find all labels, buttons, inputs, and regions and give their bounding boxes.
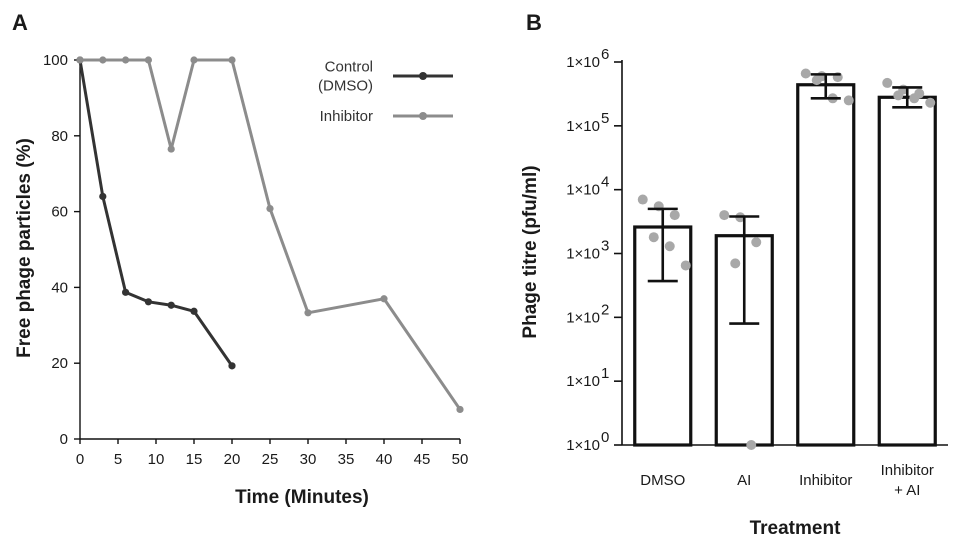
panel-a-legend-swatch-point	[419, 112, 427, 120]
panel-b-data-point	[751, 237, 762, 248]
panel-a-x-tick-label: 20	[224, 451, 241, 468]
panel-b-y-axis-title: Phage titre (pfu/ml)	[520, 165, 541, 338]
panel-b-data-point	[664, 241, 675, 252]
panel-a-series-1-point	[144, 298, 152, 306]
panel-a-legend-label: Control	[325, 59, 373, 76]
panel-b-data-point	[800, 68, 811, 79]
panel-a-series-2-point	[76, 56, 84, 64]
panel-a-y-tick-label: 60	[51, 204, 68, 221]
panel-a-series-1-point	[167, 301, 175, 309]
panel-a-line-chart: A 0 20 40 60 80 100 0 5 10 15 20 25 30 35 40 45 50 Contr…	[12, 10, 468, 508]
panel-a-x-tick-label: 50	[452, 451, 469, 468]
panel-a-x-tick-label: 45	[414, 451, 431, 468]
panel-a-series-2-point	[228, 56, 236, 64]
panel-b-category-label: AI	[737, 472, 751, 489]
panel-a-series-line-2	[80, 58, 462, 411]
panel-a-x-tick-label: 25	[262, 451, 279, 468]
panel-b-data-point	[637, 194, 648, 205]
panel-b-y-tick-exponent: 0	[601, 429, 609, 446]
panel-a-series-2-point	[122, 56, 130, 64]
panel-b-data-point	[730, 258, 741, 269]
panel-b-data-point	[680, 260, 691, 271]
panel-b-category-label: Inhibitor	[799, 472, 852, 489]
panel-b-y-tick-label: 1×10	[566, 118, 600, 135]
panel-a-series-1-point	[228, 362, 236, 370]
panel-a-series-1-point	[122, 288, 130, 296]
panel-b-y-tick-label: 1×10	[566, 246, 600, 263]
panel-a-y-tick-label: 0	[60, 431, 68, 448]
panel-a-series-2-point	[144, 56, 152, 64]
panel-b-data-point	[746, 440, 757, 450]
panel-a-x-tick-label: 15	[186, 451, 203, 468]
panel-b-data-point	[909, 93, 920, 104]
panel-a-series-1-point	[99, 192, 107, 201]
panel-a-series-2-point	[266, 204, 274, 213]
panel-b-data-point	[925, 97, 936, 108]
panel-label-a: A	[12, 10, 28, 35]
panel-a-x-tick-label: 10	[148, 451, 165, 468]
panel-b-data-point	[843, 95, 854, 106]
panel-a-y-tick-label: 40	[51, 279, 68, 296]
panel-b-y-tick-label: 1×10	[566, 373, 600, 390]
panel-a-series-line-1	[78, 59, 234, 367]
panel-b-y-tick-exponent: 2	[601, 301, 609, 318]
panel-a-series-2-point	[99, 56, 107, 64]
panel-b-data-point	[648, 232, 659, 243]
panel-a-y-tick-label: 100	[43, 52, 68, 69]
panel-b-y-tick-exponent: 4	[601, 174, 609, 191]
panel-b-category-label: Inhibitor	[881, 462, 934, 479]
panel-b-y-tick-label: 1×10	[566, 309, 600, 326]
panel-b-y-tick-exponent: 5	[601, 110, 609, 127]
panel-b-category-label: DMSO	[640, 472, 685, 489]
panel-b-x-axis-title: Treatment	[750, 518, 841, 539]
panel-a-series	[76, 56, 464, 414]
panel-b-category-label: + AI	[894, 482, 920, 499]
panel-b-bar	[877, 95, 937, 447]
panel-a-x-tick-label: 30	[300, 451, 317, 468]
panel-a-legend-swatch-point	[419, 72, 427, 80]
panel-a-series-2-point	[456, 405, 464, 414]
panel-a-x-tick-label: 0	[76, 451, 84, 468]
panel-b-y-tick-exponent: 6	[601, 46, 609, 63]
panel-a-x-tick-label: 5	[114, 451, 122, 468]
panel-b-y-tick-label: 1×10	[566, 54, 600, 71]
panel-a-legend: Control (DMSO) Inhibitor	[318, 59, 453, 125]
panel-a-series-1-point	[190, 307, 198, 315]
panel-label-b: B	[526, 10, 542, 35]
panel-a-y-axis-title: Free phage particles (%)	[14, 138, 35, 358]
panel-b-data-point	[669, 210, 680, 221]
panel-a-series-2-point	[304, 309, 312, 317]
panel-b-y-tick-label: 1×10	[566, 437, 600, 454]
panel-a-x-tick-label: 35	[338, 451, 355, 468]
panel-b-y-tick-exponent: 1	[601, 365, 609, 382]
panel-a-x-axis-title: Time (Minutes)	[235, 487, 369, 508]
panel-a-series-2-point	[167, 145, 175, 153]
panel-b-data-point	[893, 90, 904, 101]
panel-a-series-2-point	[190, 56, 198, 64]
panel-a-x-tick-label: 40	[376, 451, 393, 468]
panel-b-bar	[796, 83, 856, 447]
panel-b-data-point	[882, 77, 893, 88]
panel-a-legend-label: Inhibitor	[320, 108, 373, 125]
panel-b-bars: DMSO AI Inhibitor Inhibitor + AI	[633, 68, 937, 499]
panel-b-y-tick-label: 1×10	[566, 182, 600, 199]
panel-a-series-2-point	[380, 295, 388, 303]
panel-a-y-tick-label: 20	[51, 355, 68, 372]
panel-b-y-tick-exponent: 3	[601, 238, 609, 255]
panel-a-axes: 0 20 40 60 80 100 0 5 10 15 20 25 30 35 40 45 50	[43, 52, 468, 468]
panel-a-legend-label: (DMSO)	[318, 78, 373, 95]
panel-b-data-point	[811, 75, 822, 86]
panel-b-bar-chart: B 1×10 01×10 11×10 21×10 31×10 41×10 51×10 6 DM…	[520, 10, 948, 539]
panel-b-data-point	[719, 210, 730, 221]
panel-a-y-tick-label: 80	[51, 128, 68, 145]
